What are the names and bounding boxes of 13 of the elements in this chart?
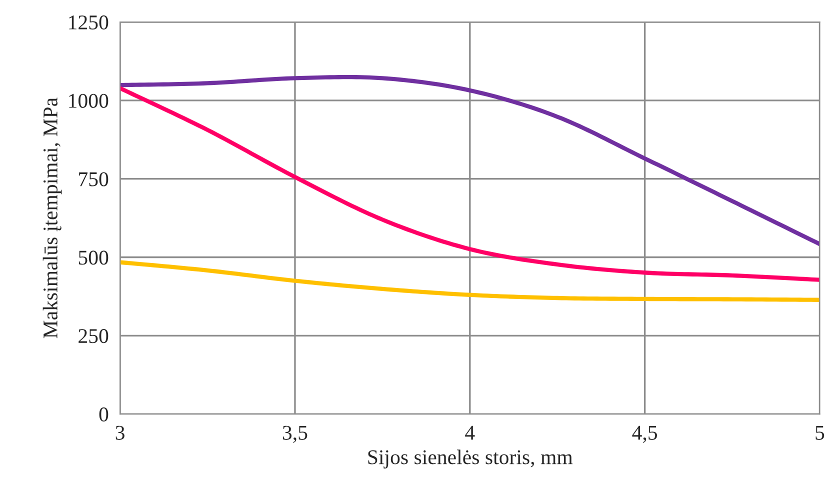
y-tick-label: 1000 (69, 94, 108, 108)
y-tick-label: 0 (99, 407, 108, 422)
y-tick-label: 1250 (69, 15, 108, 30)
x-tick-label: 5 (816, 426, 824, 440)
x-axis-title: Sijos sienelės storis, mm (368, 450, 573, 469)
y-axis-title: Maksimalūs įtempimai, MPa (42, 98, 62, 338)
x-tick-label: 3,5 (282, 426, 308, 443)
y-tick-label: 500 (78, 250, 108, 265)
y-tick-label: 250 (78, 329, 108, 344)
y-tick-label: 750 (79, 172, 108, 186)
x-tick-label: 4,5 (632, 426, 658, 443)
x-tick-label: 4 (465, 426, 475, 440)
x-tick-label: 3 (116, 426, 124, 440)
